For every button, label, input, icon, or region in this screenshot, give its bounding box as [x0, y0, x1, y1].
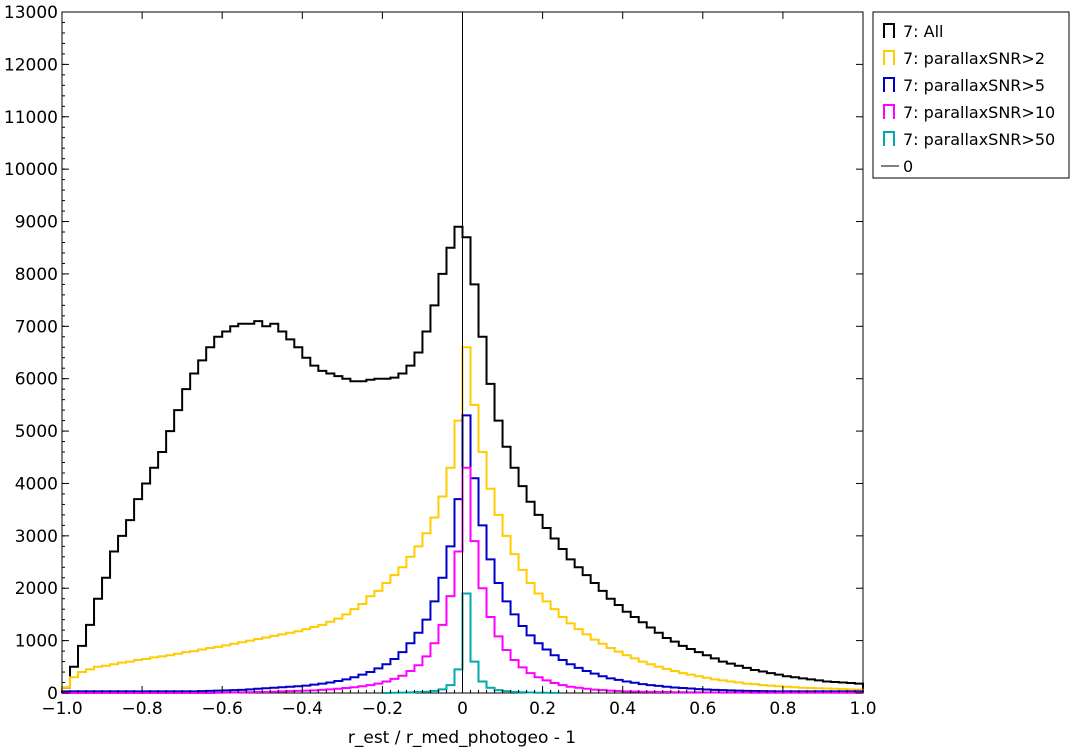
x-tick-label: −0.6 [202, 699, 243, 719]
legend-label-7-parallaxsnr-5: 7: parallaxSNR>5 [903, 76, 1045, 95]
x-tick-label: 0.8 [769, 699, 796, 719]
series-7-parallaxsnr-5 [61, 414, 864, 693]
x-tick-label: −0.8 [121, 699, 162, 719]
y-tick-label: 1000 [15, 632, 58, 652]
y-tick-label: 11000 [4, 108, 58, 128]
y-tick-label: 9000 [15, 213, 58, 233]
y-tick-labels: 0 1000 2000 3000 4000 5000 6000 7000 8000 9000 100… [4, 3, 58, 704]
y-tick-label: 0 [47, 684, 58, 704]
y-tick-label: 13000 [4, 3, 58, 23]
legend-swatch-7-all [883, 23, 895, 38]
legend-swatch-7-parallaxsnr-10 [883, 104, 895, 119]
axis-ticks [61, 11, 864, 694]
legend-swatch-7-parallaxsnr-5 [883, 77, 895, 92]
x-tick-label: −0.2 [362, 699, 403, 719]
legend-label-7-all: 7: All [903, 22, 944, 41]
legend-label-7-parallaxsnr-50: 7: parallaxSNR>50 [903, 130, 1055, 149]
x-tick-label: −0.4 [282, 699, 323, 719]
legend-box [872, 11, 1070, 179]
series-7-all [61, 225, 864, 693]
x-axis-title: r_est / r_med_photogeo - 1 [348, 728, 576, 748]
x-tick-label: −1.0 [41, 699, 82, 719]
y-tick-label: 12000 [4, 55, 58, 75]
legend-items: 7: All 7: parallaxSNR>2 7: parallaxSNR>5 7:… [881, 22, 1055, 176]
x-tick-label: 0.2 [529, 699, 556, 719]
x-tick-label: 0.4 [609, 699, 636, 719]
x-tick-label: 1.0 [849, 699, 876, 719]
x-tick-label: 0 [457, 699, 468, 719]
y-tick-label: 7000 [15, 317, 58, 337]
legend-swatch-7-parallaxsnr-50 [883, 131, 895, 146]
x-tick-label: 0.6 [689, 699, 716, 719]
legend: 7: All 7: parallaxSNR>2 7: parallaxSNR>5 7:… [872, 11, 1070, 179]
legend-swatch-7-parallaxsnr-2 [883, 50, 895, 65]
x-tick-labels: −1.0 −0.8 −0.6 −0.4 −0.2 0 0.2 0.4 0.6 0.8 1.0 [41, 699, 876, 719]
y-tick-label: 2000 [15, 579, 58, 599]
y-tick-label: 6000 [15, 370, 58, 390]
legend-label-7-parallaxsnr-10: 7: parallaxSNR>10 [903, 103, 1055, 122]
y-tick-label: 8000 [15, 265, 58, 285]
legend-label-0: 0 [903, 157, 913, 176]
legend-label-7-parallaxsnr-2: 7: parallaxSNR>2 [903, 49, 1045, 68]
y-tick-label: 5000 [15, 422, 58, 442]
y-tick-label: 3000 [15, 527, 58, 547]
y-tick-label: 4000 [15, 474, 58, 494]
y-tick-label: 10000 [4, 160, 58, 180]
